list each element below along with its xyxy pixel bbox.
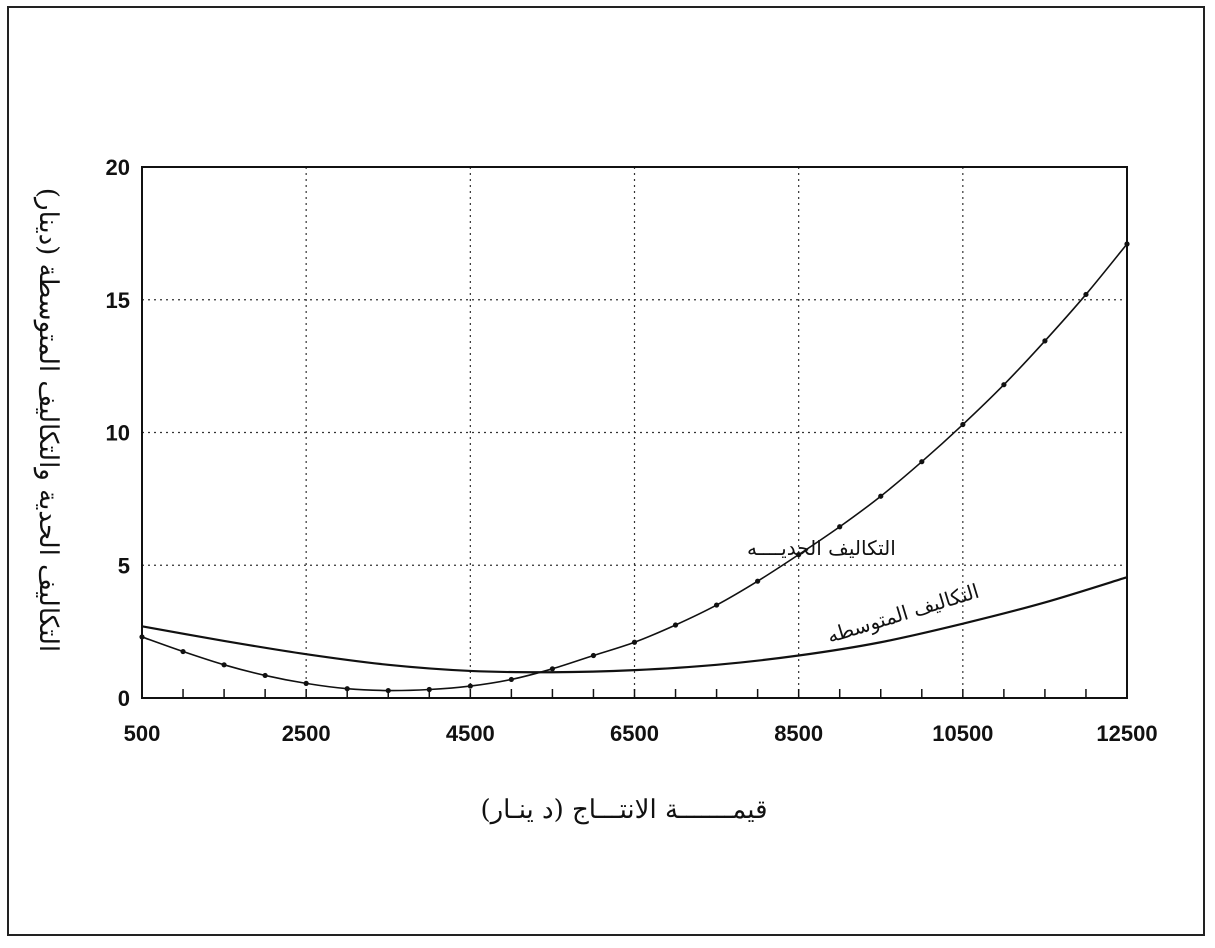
marginal-cost-point — [878, 493, 884, 499]
y-tick-label: 15 — [106, 288, 130, 313]
x-tick-label: 2500 — [282, 721, 331, 746]
tick-labels: 500 2500 4500 6500 8500 10500 12500 0 5 10 15 20 — [106, 155, 1158, 746]
marginal-cost-point — [713, 602, 720, 608]
marginal-cost-point — [1083, 291, 1089, 298]
marginal-cost-point — [344, 686, 350, 692]
marginal-cost-point — [1001, 382, 1007, 388]
marginal-cost-point — [508, 676, 514, 683]
marginal-cost-point — [467, 683, 473, 689]
marginal-cost-point — [837, 524, 843, 530]
series-label-marginal-cost: التكاليف الحديــــه — [747, 536, 896, 560]
marginal-cost-point — [1042, 338, 1048, 344]
marginal-cost-point — [262, 672, 268, 679]
y-axis-title: التكاليف الحدية والتكاليف المتوسطة (دينا… — [33, 188, 63, 652]
marginal-cost-point — [590, 652, 597, 659]
x-axis-title: قيمـــــــة الانتـــاج (د ينـار) — [480, 795, 767, 825]
marginal-cost-point — [672, 622, 679, 628]
x-tick-label: 12500 — [1096, 721, 1157, 746]
marginal-cost-point — [139, 634, 145, 640]
marginal-cost-point — [631, 639, 638, 645]
marginal-cost-point — [303, 680, 309, 686]
marginal-cost-point — [960, 421, 966, 428]
x-tick-label: 4500 — [446, 721, 495, 746]
x-tick-label: 10500 — [932, 721, 993, 746]
x-tick-label: 6500 — [610, 721, 659, 746]
y-tick-label: 10 — [106, 421, 130, 446]
grid — [142, 167, 1127, 698]
marginal-cost-point — [755, 578, 761, 584]
marginal-cost-point — [549, 666, 556, 672]
marginal-cost-point — [796, 552, 802, 558]
marginal-cost-point — [221, 662, 227, 668]
x-tick-label: 8500 — [774, 721, 823, 746]
chart-frame — [7, 6, 1205, 936]
y-tick-label: 5 — [118, 553, 130, 578]
x-tick-label: 500 — [124, 721, 161, 746]
marginal-cost-point — [385, 687, 391, 694]
marginal-cost-point — [426, 686, 432, 693]
marginal-cost-point — [919, 459, 925, 465]
marginal-cost-point — [1124, 241, 1130, 247]
average-cost-line — [141, 576, 1128, 674]
series-layer — [139, 241, 1130, 694]
y-tick-label: 20 — [106, 155, 130, 180]
minor-ticks — [182, 689, 1087, 698]
y-tick-label: 0 — [118, 686, 130, 711]
marginal-cost-point — [180, 648, 186, 655]
